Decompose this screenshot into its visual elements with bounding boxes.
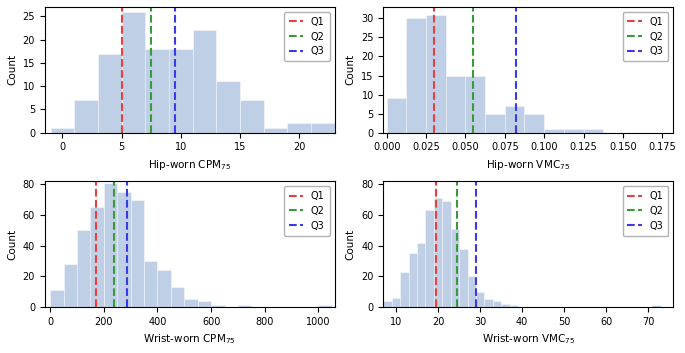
Bar	[264, 128, 287, 133]
Bar	[510, 305, 518, 307]
Bar	[386, 98, 406, 133]
Legend: Q1, Q2, Q3: Q1, Q2, Q3	[623, 186, 669, 235]
Bar	[465, 76, 485, 133]
Bar	[158, 270, 171, 307]
Bar	[392, 298, 400, 307]
Bar	[319, 305, 332, 307]
Y-axis label: Count: Count	[346, 228, 356, 260]
Bar	[131, 200, 144, 307]
Bar	[406, 18, 426, 133]
Bar	[426, 14, 446, 133]
Legend: Q1, Q2, Q3: Q1, Q2, Q3	[284, 186, 329, 235]
X-axis label: Wrist-worn VMC$_{75}$: Wrist-worn VMC$_{75}$	[482, 332, 575, 346]
Bar	[564, 129, 584, 133]
Bar	[425, 210, 434, 307]
Bar	[198, 301, 211, 307]
Bar	[184, 299, 198, 307]
Bar	[493, 301, 501, 307]
Bar	[145, 49, 169, 133]
Y-axis label: Count: Count	[7, 228, 17, 260]
Bar	[525, 114, 544, 133]
Bar	[484, 299, 493, 307]
Bar	[216, 82, 240, 133]
Bar	[122, 12, 145, 133]
Y-axis label: Count: Count	[346, 54, 356, 85]
Bar	[459, 249, 467, 307]
X-axis label: Wrist-worn CPM$_{75}$: Wrist-worn CPM$_{75}$	[143, 332, 236, 346]
Bar	[443, 201, 451, 307]
Bar	[77, 230, 90, 307]
Bar	[311, 123, 334, 133]
Bar	[51, 128, 74, 133]
Bar	[238, 305, 251, 307]
Bar	[192, 30, 216, 133]
Bar	[90, 207, 103, 307]
Bar	[169, 49, 192, 133]
Bar	[240, 100, 264, 133]
Bar	[287, 123, 311, 133]
Legend: Q1, Q2, Q3: Q1, Q2, Q3	[284, 12, 329, 61]
Bar	[211, 305, 225, 307]
Bar	[64, 264, 77, 307]
Bar	[144, 261, 158, 307]
Bar	[98, 54, 122, 133]
Bar	[74, 100, 98, 133]
Bar	[409, 253, 417, 307]
X-axis label: Hip-worn CPM$_{75}$: Hip-worn CPM$_{75}$	[148, 158, 232, 172]
Bar	[501, 304, 510, 307]
Bar	[505, 106, 525, 133]
Bar	[451, 229, 459, 307]
Legend: Q1, Q2, Q3: Q1, Q2, Q3	[623, 12, 669, 61]
Bar	[384, 301, 392, 307]
Bar	[652, 305, 661, 307]
Bar	[446, 76, 465, 133]
Bar	[400, 272, 409, 307]
Bar	[476, 292, 484, 307]
Bar	[584, 129, 603, 133]
Bar	[171, 287, 184, 307]
Bar	[50, 290, 64, 307]
X-axis label: Hip-worn VMC$_{75}$: Hip-worn VMC$_{75}$	[486, 158, 571, 172]
Y-axis label: Count: Count	[7, 54, 17, 85]
Bar	[434, 198, 443, 307]
Bar	[544, 129, 564, 133]
Bar	[117, 192, 131, 307]
Bar	[417, 243, 425, 307]
Bar	[485, 114, 505, 133]
Bar	[103, 183, 117, 307]
Bar	[467, 276, 476, 307]
